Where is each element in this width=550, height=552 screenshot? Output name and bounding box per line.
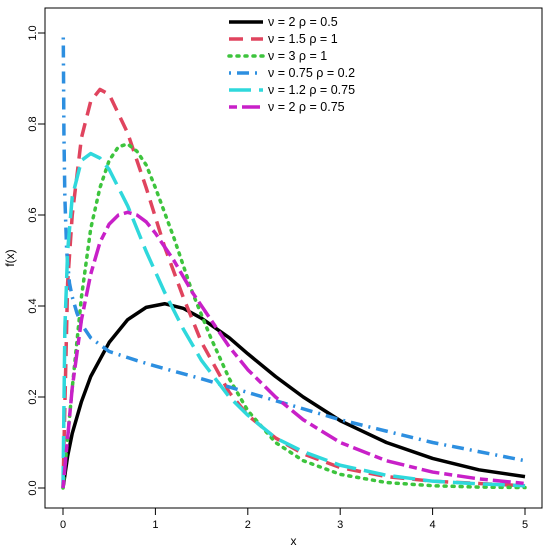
x-tick-label: 2 (245, 519, 251, 531)
x-tick-label: 3 (337, 519, 343, 531)
series-line-2 (61, 87, 526, 489)
series-line-3 (61, 142, 527, 490)
legend-label-5: ν = 1.2 ρ = 0.75 (268, 83, 355, 97)
x-tick-label: 4 (430, 519, 436, 531)
legend-label-4: ν = 0.75 ρ = 0.2 (268, 66, 355, 80)
x-axis-title: x (291, 534, 297, 548)
y-tick-label: 0.6 (27, 207, 39, 222)
y-tick-label: 0.8 (27, 116, 39, 131)
series-layer (61, 37, 527, 490)
legend-label-3: ν = 3 ρ = 1 (268, 49, 327, 63)
series-line-1 (61, 301, 526, 489)
x-tick-label: 5 (522, 519, 528, 531)
plot-frame (44, 7, 543, 509)
x-tick-label: 1 (152, 519, 158, 531)
y-tick-label: 0.0 (27, 480, 39, 495)
y-axis-title: f(x) (3, 249, 17, 266)
y-tick-label: 0.4 (27, 298, 39, 313)
axes: 0 1 2 3 4 5 0.0 0.2 0.4 0.6 0.8 1.0 (27, 7, 543, 531)
y-tick-label: 0.2 (27, 389, 39, 404)
legend-label-1: ν = 2 ρ = 0.5 (268, 15, 338, 29)
legend-label-2: ν = 1.5 ρ = 1 (268, 32, 338, 46)
y-tick-label: 1.0 (27, 25, 39, 40)
x-tick-label: 0 (60, 519, 66, 531)
legend: ν = 2 ρ = 0.5 ν = 1.5 ρ = 1 ν = 3 ρ = 1 ν =… (227, 15, 355, 114)
series-line-5 (61, 151, 526, 489)
series-line-6 (61, 210, 526, 489)
legend-label-6: ν = 2 ρ = 0.75 (268, 100, 345, 114)
